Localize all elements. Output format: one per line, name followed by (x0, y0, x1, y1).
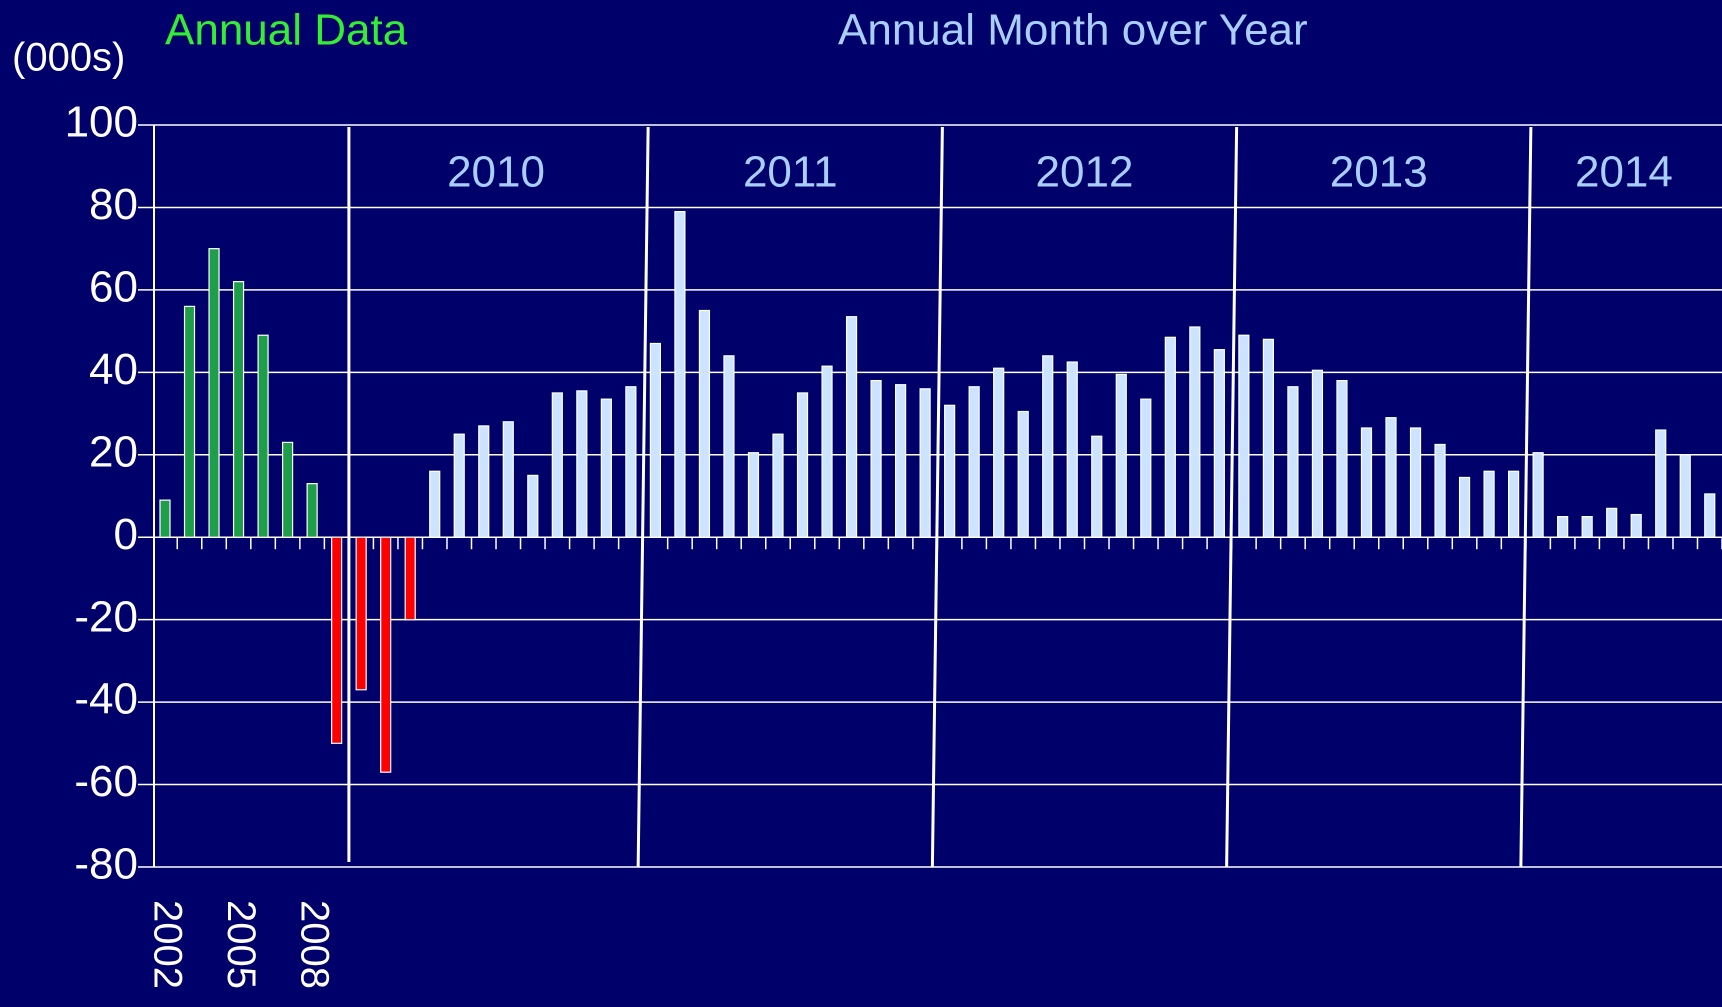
bar (1189, 326, 1201, 538)
bar (1704, 493, 1716, 538)
bar (870, 379, 882, 538)
bar (502, 421, 514, 538)
bar (747, 452, 760, 538)
series-heading: Annual Month over Year (838, 6, 1308, 55)
y-tick-label: 60 (89, 263, 138, 312)
bar (1164, 336, 1176, 538)
bar (1409, 427, 1422, 538)
y-tick-label: -40 (74, 675, 138, 724)
x-tick-label: 2008 (293, 900, 337, 989)
bar (821, 365, 833, 538)
bar (1287, 386, 1299, 538)
bar (1483, 470, 1495, 538)
bar (478, 425, 490, 538)
bar (1385, 417, 1397, 538)
bar (1042, 355, 1054, 538)
bar (159, 499, 171, 538)
bar (380, 536, 392, 773)
year-label: 2011 (743, 148, 838, 197)
bar (1655, 429, 1667, 538)
bar (968, 386, 980, 538)
year-divider (1519, 126, 1533, 868)
y-tick-label: -60 (74, 757, 138, 806)
bar (1606, 507, 1618, 538)
year-label: 2014 (1575, 148, 1673, 197)
bar (1311, 369, 1324, 538)
bar (1630, 513, 1642, 538)
bar (527, 474, 539, 538)
bar (894, 384, 907, 538)
bar (232, 281, 245, 538)
bar (1238, 334, 1250, 538)
bar (429, 470, 441, 538)
y-tick-label: 20 (89, 427, 138, 476)
year-divider (930, 126, 944, 868)
x-tick-label: 2002 (145, 900, 189, 989)
bar (649, 342, 662, 538)
year-divider (636, 126, 650, 868)
bar (600, 398, 612, 538)
y-tick-label: 100 (65, 98, 138, 147)
bar (625, 386, 637, 538)
bar (404, 536, 416, 621)
bar (1434, 443, 1446, 538)
bar (1140, 398, 1152, 538)
y-tick-label: -80 (74, 840, 138, 889)
bar (551, 392, 563, 538)
bar (331, 536, 343, 744)
year-label: 2013 (1330, 148, 1428, 197)
bar (576, 390, 588, 538)
bar (306, 483, 318, 538)
bar (1360, 427, 1373, 538)
y-tick-label: 0 (114, 510, 138, 559)
bar (1532, 452, 1544, 538)
year-divider (1225, 126, 1239, 868)
bar (183, 305, 196, 538)
y-axis-label: (000s) (12, 36, 125, 80)
bar (796, 392, 809, 538)
bar (453, 433, 465, 538)
y-tick-label: 40 (89, 345, 138, 394)
bar (1091, 435, 1103, 538)
bar (723, 355, 735, 538)
year-label: 2012 (1036, 148, 1134, 197)
bar (282, 441, 294, 538)
bar (1458, 476, 1471, 538)
bar (1066, 361, 1078, 538)
bar (1017, 410, 1029, 538)
bar (919, 388, 931, 538)
year-label: 2010 (447, 148, 545, 197)
bar (208, 248, 220, 538)
bar (1581, 516, 1593, 538)
bar (674, 210, 686, 538)
bar (944, 404, 956, 538)
y-tick-label: 80 (89, 180, 138, 229)
bar (1557, 516, 1569, 538)
bar (845, 316, 858, 538)
bar (1679, 454, 1691, 538)
bar (257, 334, 269, 538)
bar (993, 367, 1005, 538)
bar (1213, 349, 1225, 538)
bar (698, 309, 711, 538)
bar (1115, 373, 1127, 538)
bar (1262, 338, 1275, 538)
bar (1336, 379, 1348, 538)
bar (1507, 470, 1520, 538)
bar (355, 536, 367, 691)
series-heading: Annual Data (165, 6, 408, 55)
bar (772, 433, 784, 538)
y-tick-label: -20 (74, 592, 138, 641)
x-tick-label: 2005 (219, 900, 263, 989)
